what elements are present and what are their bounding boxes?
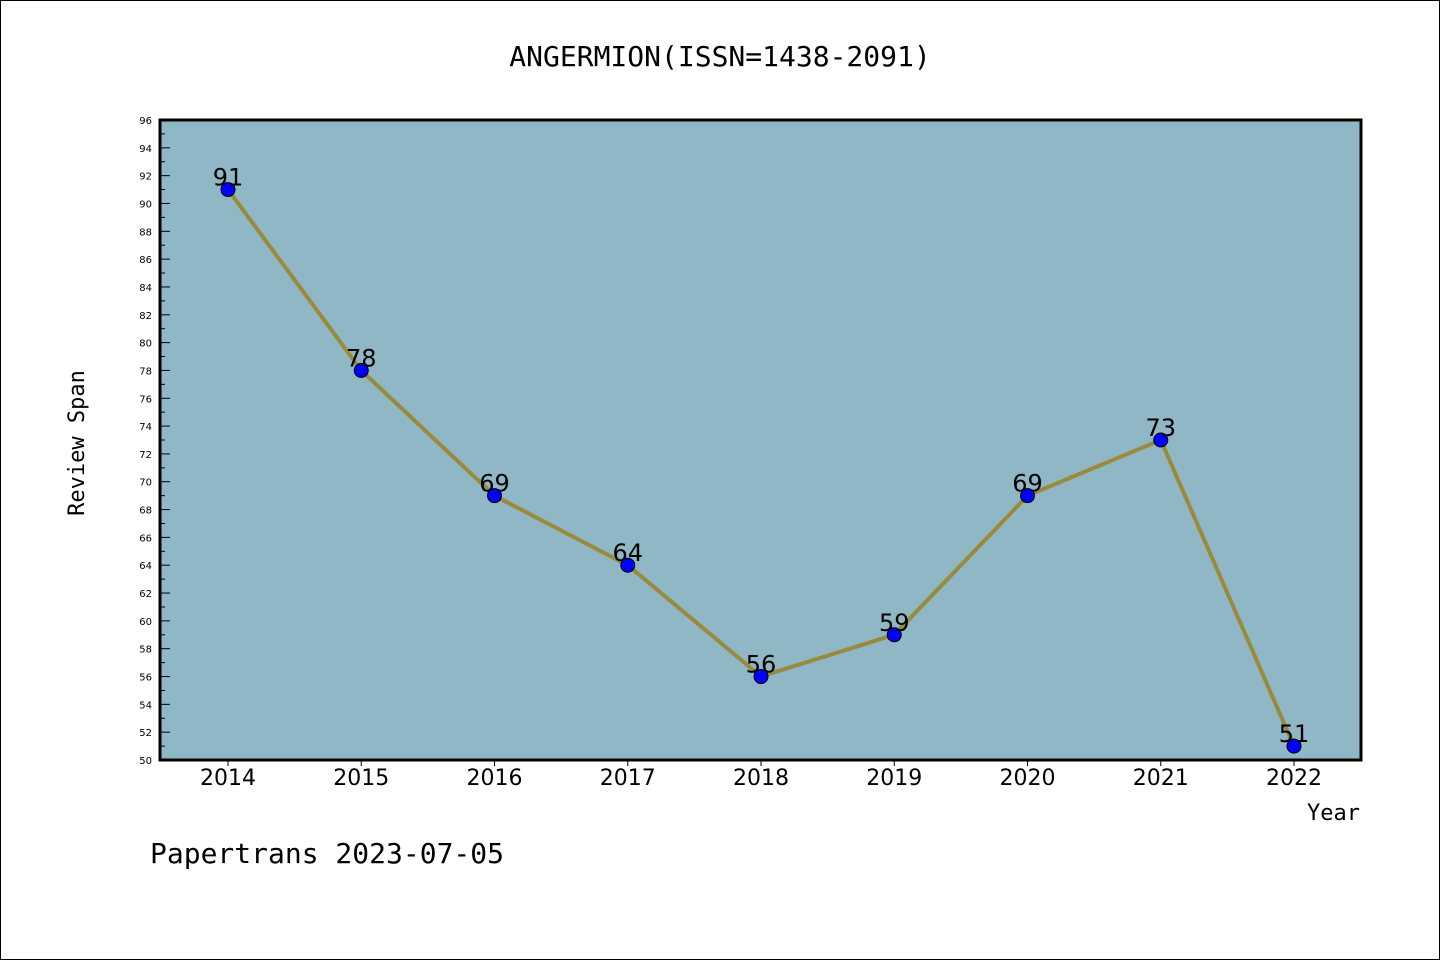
y-tick-label: 66: [139, 533, 152, 544]
data-point: [1286, 738, 1302, 754]
y-tick-label: 56: [139, 673, 152, 684]
data-point: [1153, 432, 1169, 448]
series-layer: 91 78 69 64 56 59 69 73 51: [213, 164, 1310, 754]
chart-title: ANGERMION(ISSN=1438-2091): [509, 40, 930, 73]
data-point: [220, 182, 236, 198]
y-tick-label: 76: [139, 394, 152, 405]
y-tick-label: 54: [139, 700, 152, 711]
y-tick-label: 64: [139, 561, 152, 572]
y-tick-label: 58: [139, 645, 152, 656]
y-tick-label: 80: [139, 339, 152, 350]
data-point: [753, 669, 769, 685]
y-tick-label: 52: [139, 728, 152, 739]
x-tick-label: 2022: [1266, 766, 1322, 791]
data-point: [487, 488, 502, 504]
y-tick-label: 90: [139, 199, 152, 210]
footer-text: Papertrans 2023-07-05: [150, 837, 504, 870]
y-tick-label: 96: [139, 116, 152, 127]
data-label: 51: [1279, 720, 1310, 748]
y-tick-label: 74: [139, 422, 152, 433]
data-label: 91: [213, 164, 244, 192]
y-tick-label: 72: [139, 450, 152, 461]
data-label: 73: [1145, 414, 1176, 442]
y-axis-label: Review Span: [65, 370, 90, 516]
y-tick-label: 82: [139, 311, 152, 322]
x-tick-label: 2021: [1133, 766, 1189, 791]
x-tick-label: 2019: [866, 766, 922, 791]
data-label: 78: [346, 344, 377, 372]
data-label: 59: [879, 609, 910, 637]
data-label: 64: [612, 539, 643, 567]
data-point: [353, 362, 369, 378]
data-point: [886, 627, 902, 643]
x-tick-label: 2015: [333, 766, 389, 791]
y-tick-label: 94: [139, 144, 152, 155]
y-tick-label: 86: [139, 255, 152, 266]
data-label: 56: [746, 651, 777, 679]
data-label: 69: [1012, 470, 1043, 498]
y-tick-label: 84: [139, 283, 152, 294]
y-tick-label: 62: [139, 589, 152, 600]
x-tick-label: 2014: [200, 766, 256, 791]
y-tick-label: 78: [139, 366, 152, 377]
x-tick-label: 2016: [467, 766, 523, 791]
x-tick-label: 2018: [733, 766, 789, 791]
y-tick-label: 92: [139, 172, 152, 183]
y-axis: 50 52 54 56 58 60 62 64 66 68 70 72 74 76 78 80 82 84 86 88…: [139, 116, 170, 767]
y-tick-label: 88: [139, 227, 152, 238]
data-label: 69: [479, 470, 510, 498]
y-tick-label: 70: [139, 478, 152, 489]
x-axis: 2014 2015 2016 2017 2018 2019 2020 2021 2022: [200, 760, 1322, 791]
y-tick-label: 50: [139, 756, 152, 767]
data-point: [620, 557, 636, 573]
x-tick-label: 2017: [600, 766, 656, 791]
y-tick-label: 60: [139, 617, 152, 628]
x-tick-label: 2020: [1000, 766, 1056, 791]
data-point: [1020, 488, 1035, 504]
x-axis-label: Year: [1307, 801, 1360, 826]
y-tick-label: 68: [139, 506, 152, 517]
